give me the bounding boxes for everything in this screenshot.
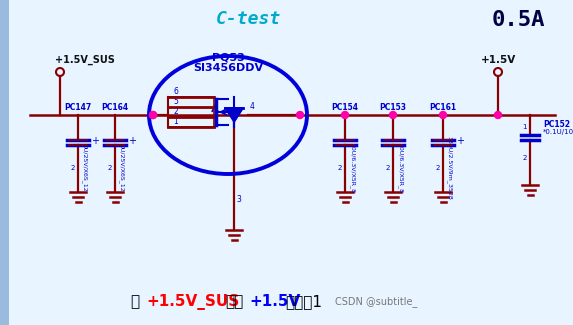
- Text: +: +: [128, 136, 136, 146]
- Text: +1.5V_SUS: +1.5V_SUS: [55, 55, 115, 65]
- Circle shape: [150, 111, 156, 119]
- Circle shape: [296, 111, 304, 119]
- Text: PC147: PC147: [64, 103, 92, 112]
- Text: 2: 2: [435, 165, 440, 171]
- Text: 4: 4: [250, 102, 255, 111]
- Text: 0U/25V/X6S_12: 0U/25V/X6S_12: [119, 144, 125, 192]
- Text: 10U/6.3V/X5R_8: 10U/6.3V/X5R_8: [397, 143, 403, 193]
- Text: 1: 1: [523, 124, 527, 130]
- Circle shape: [390, 111, 397, 119]
- Polygon shape: [225, 108, 243, 122]
- Text: 产生: 产生: [225, 294, 244, 309]
- Text: 5: 5: [173, 97, 178, 106]
- Circle shape: [439, 111, 446, 119]
- Text: 2: 2: [173, 107, 178, 116]
- Text: 2: 2: [386, 165, 390, 171]
- Text: +1.5V: +1.5V: [249, 294, 300, 309]
- Text: +: +: [91, 136, 99, 146]
- Text: C-test: C-test: [215, 10, 281, 28]
- Text: 电路（1: 电路（1: [285, 294, 322, 309]
- Text: PC164: PC164: [101, 103, 128, 112]
- Text: *0.1U/10V/: *0.1U/10V/: [543, 129, 573, 135]
- Text: PC161: PC161: [429, 103, 457, 112]
- Text: CSDN @subtitle_: CSDN @subtitle_: [335, 296, 417, 307]
- Text: 0.5A: 0.5A: [492, 10, 545, 30]
- Text: 0U/25V/X6S_12: 0U/25V/X6S_12: [82, 144, 88, 192]
- Text: PQ53: PQ53: [211, 52, 244, 62]
- Text: 6: 6: [173, 87, 178, 96]
- Text: 2: 2: [70, 165, 75, 171]
- Text: +1.5V: +1.5V: [480, 55, 516, 65]
- Text: 330U/2.5V/9m_3528: 330U/2.5V/9m_3528: [447, 136, 453, 200]
- Text: PC154: PC154: [332, 103, 359, 112]
- Text: SI3456DDV: SI3456DDV: [193, 63, 263, 73]
- Text: 2: 2: [108, 165, 112, 171]
- Circle shape: [150, 111, 156, 119]
- Text: 2: 2: [523, 155, 527, 161]
- Text: PC152: PC152: [543, 120, 570, 129]
- Text: +1.5V_SUS: +1.5V_SUS: [146, 294, 240, 310]
- Text: 由: 由: [130, 294, 139, 309]
- Bar: [0, 0, 9, 325]
- Text: 10U/6.3V/X5R_8: 10U/6.3V/X5R_8: [349, 143, 355, 193]
- Circle shape: [494, 111, 501, 119]
- Text: 2: 2: [337, 165, 342, 171]
- Text: 3: 3: [236, 196, 241, 204]
- Circle shape: [342, 111, 348, 119]
- Text: +: +: [456, 136, 464, 146]
- Text: PC153: PC153: [379, 103, 406, 112]
- Text: 1: 1: [173, 117, 178, 126]
